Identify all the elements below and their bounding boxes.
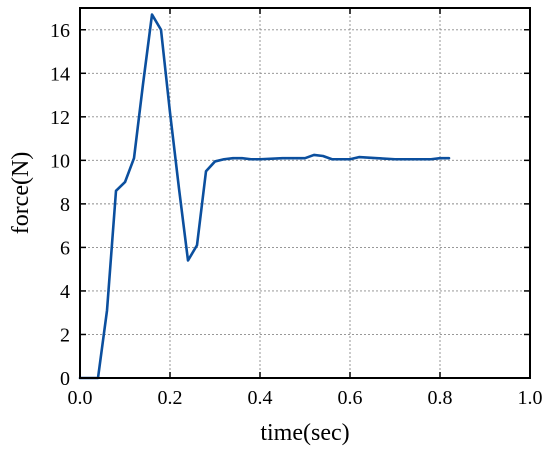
y-tick-label: 4: [60, 281, 70, 303]
x-axis-title: time(sec): [260, 420, 349, 446]
y-axis-title: force(N): [8, 152, 34, 235]
y-tick-label: 6: [60, 237, 70, 259]
x-tick-label: 0.2: [158, 387, 183, 409]
ticks: [79, 8, 531, 379]
x-tick-label: 0.8: [428, 387, 453, 409]
x-tick-label: 0.6: [338, 387, 363, 409]
y-tick-label: 10: [50, 150, 70, 172]
y-tick-label: 14: [50, 63, 70, 85]
plot-frame: [79, 7, 531, 379]
y-tick-label: 0: [60, 368, 70, 390]
y-tick-label: 8: [60, 194, 70, 216]
x-tick-label: 1.0: [518, 387, 543, 409]
tick-labels: 0.0 0.2 0.4 0.6 0.8 1.0 0 2 4 6 8 10 12 14 16: [50, 20, 543, 409]
x-tick-label: 0.4: [248, 387, 273, 409]
series-line: [78, 13, 451, 380]
y-tick-label: 12: [50, 107, 70, 129]
series-layer: [78, 13, 451, 380]
x-tick-label: 0.0: [68, 387, 93, 409]
grid: [80, 8, 530, 378]
y-tick-label: 2: [60, 324, 70, 346]
y-tick-label: 16: [50, 20, 70, 42]
